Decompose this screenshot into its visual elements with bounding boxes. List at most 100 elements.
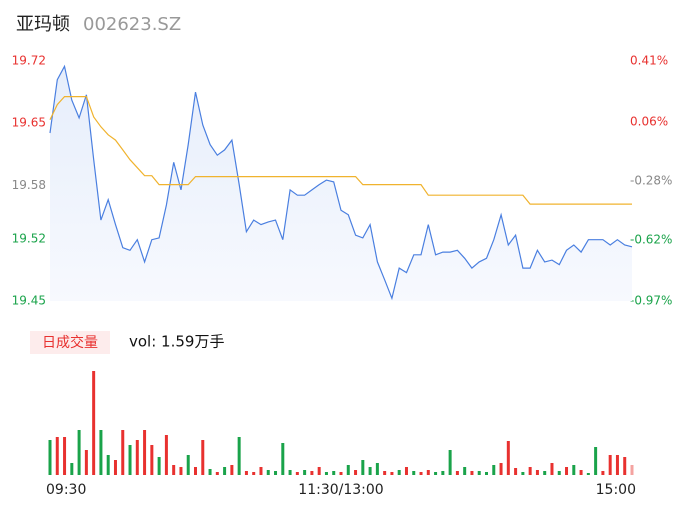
volume-badge [30,331,110,354]
y-tick-label: 19.72 [12,54,46,68]
volume-bar [579,470,583,475]
volume-bar [244,471,248,475]
volume-bar [143,430,147,475]
volume-title: 日成交量 [42,334,98,351]
volume-bar [368,467,372,475]
volume-bar [215,472,219,475]
volume-bar [63,437,67,475]
volume-bar [543,471,547,475]
volume-bar [470,471,474,475]
volume-bar [550,463,554,475]
volume-bar [281,443,285,475]
volume-bar [48,440,52,475]
volume-bar [266,470,270,475]
y2-tick-label: -0.62% [630,233,672,247]
volume-bar [274,471,278,475]
volume-bar [55,437,59,475]
volume-bar [230,465,234,475]
volume-bar [150,445,154,475]
volume-bar [404,467,408,475]
volume-bar [288,470,292,475]
volume-bar [492,465,496,475]
volume-bar [99,430,103,475]
volume-bar [157,457,161,475]
volume-bar [608,455,612,475]
volume-bar [557,471,561,475]
volume-bar [361,460,365,475]
volume-bar [201,440,205,475]
volume-bar [528,467,532,475]
x-tick-label: 11:30/13:00 [298,482,383,498]
volume-bar [259,467,263,475]
volume-bar [237,437,241,475]
volume-bar [594,447,598,475]
volume-bar [303,470,307,475]
volume-bar [77,430,81,475]
y2-tick-label: -0.28% [630,174,672,188]
price-line [49,64,633,301]
volume-bar [477,471,481,475]
y2-tick-label: -0.97% [630,294,672,308]
volume-bar [208,469,212,475]
volume-bar [521,472,525,475]
volume-bar [186,455,190,475]
y2-tick-label: 0.41% [630,54,668,68]
volume-bar [434,472,438,475]
volume-bar [463,467,467,475]
y-tick-label: 19.65 [12,116,46,130]
volume-bar [390,472,394,475]
volume-bar [375,463,379,475]
volume-bar [441,471,445,475]
volume-bar [615,455,619,475]
x-tick-label: 09:30 [46,482,86,498]
volume-bar [397,470,401,475]
volume-bar [601,471,605,475]
volume-bar [383,471,387,475]
volume-total: vol: 1.59万手 [129,333,224,351]
volume-bar [623,457,627,475]
volume-bar [412,471,416,475]
volume-bar [113,460,117,475]
volume-bar [84,450,88,475]
volume-bar [223,467,227,475]
volume-bar [128,445,132,475]
volume-bar [565,467,569,475]
volume-bar [586,473,590,475]
volume-bar [295,472,299,475]
volume-bar [92,371,96,475]
volume-bar [332,471,336,475]
volume-bar [514,468,518,475]
volume-bar [354,470,358,475]
volume-bar [324,472,328,475]
volume-bar [499,463,503,475]
x-tick-label: 15:00 [596,482,636,498]
stock-code: 002623.SZ [83,14,181,35]
stock-name: 亚玛顿 [16,14,70,35]
y-tick-label: 19.58 [12,178,46,192]
volume-bar [572,465,576,475]
volume-bar [106,455,110,475]
volume-bar [630,465,634,475]
volume-bar [485,472,488,475]
volume-bar [317,467,321,475]
volume-bar [506,441,510,475]
volume-bar [172,465,176,475]
price-area [50,66,632,301]
y2-tick-label: 0.06% [630,114,668,128]
y-tick-label: 19.45 [12,294,46,308]
volume-bar [310,471,314,475]
volume-bar [135,440,139,475]
volume-bar [455,471,459,475]
volume-bar [339,472,343,475]
volume-bar [426,470,430,475]
volume-bar [535,470,539,475]
average-line [49,96,632,205]
volume-bar [121,430,125,475]
volume-bar [70,463,74,475]
volume-bar [194,467,197,475]
volume-bar [179,467,183,475]
volume-bar [346,465,350,475]
volume-bar [419,472,423,475]
volume-bar [448,450,452,475]
